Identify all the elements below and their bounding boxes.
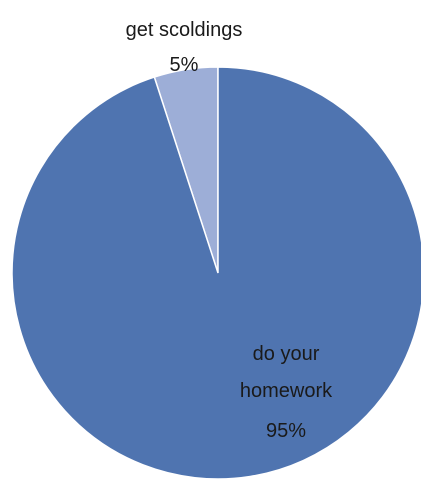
slice-label-do-your-homework-line2: homework <box>240 380 333 402</box>
slice-label-get-scoldings: get scoldings <box>126 19 243 41</box>
slice-value-do-your-homework: 95% <box>266 420 306 442</box>
slices-layer <box>11 66 421 480</box>
slice-value-get-scoldings: 5% <box>170 54 199 76</box>
pie-slice-do-your-homework <box>11 66 421 480</box>
slice-label-do-your-homework-line1: do your <box>253 343 320 365</box>
